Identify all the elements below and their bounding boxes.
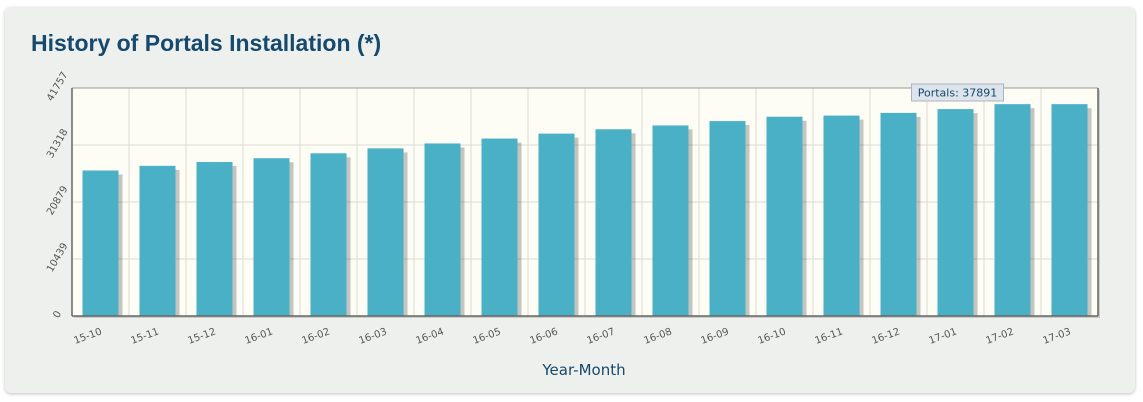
x-tick-label: 16-05 bbox=[471, 326, 502, 346]
bar bbox=[595, 129, 632, 316]
x-tick-label: 16-04 bbox=[414, 326, 445, 346]
x-tick-label: 15-10 bbox=[72, 326, 103, 346]
y-tick-label: 10439 bbox=[45, 241, 70, 274]
bar bbox=[367, 148, 404, 316]
x-tick-label: 16-02 bbox=[300, 326, 331, 346]
bar bbox=[709, 121, 746, 316]
page-title: History of Portals Installation (*) bbox=[31, 30, 382, 56]
bar bbox=[937, 109, 974, 317]
x-tick-label: 16-11 bbox=[813, 326, 844, 346]
x-tick-label: 16-07 bbox=[585, 326, 616, 346]
tooltip-box bbox=[911, 83, 1004, 102]
bar bbox=[880, 112, 917, 316]
y-tick-label: 20879 bbox=[45, 184, 70, 217]
x-tick-label: 16-06 bbox=[528, 326, 559, 346]
x-axis-label: Year-Month bbox=[541, 361, 625, 379]
x-tick-label: 17-01 bbox=[927, 326, 958, 346]
bar bbox=[652, 125, 689, 316]
x-tick-label: 16-12 bbox=[870, 326, 901, 346]
y-tick-label: 0 bbox=[51, 309, 64, 320]
x-tick-label: 17-02 bbox=[984, 326, 1015, 346]
x-tick-label: 15-12 bbox=[186, 326, 217, 346]
x-tick-label: 17-03 bbox=[1041, 326, 1072, 346]
bar bbox=[1051, 104, 1088, 317]
x-tick-label: 15-11 bbox=[129, 326, 160, 346]
x-tick-label: 16-01 bbox=[243, 326, 274, 346]
bar bbox=[538, 133, 575, 316]
bar bbox=[139, 165, 176, 316]
bar bbox=[82, 170, 119, 316]
x-tick-label: 16-09 bbox=[699, 326, 730, 346]
bar bbox=[481, 138, 518, 316]
bar bbox=[766, 116, 803, 316]
bar bbox=[253, 158, 290, 316]
bar bbox=[424, 143, 461, 316]
bar bbox=[994, 104, 1031, 317]
x-tick-label: 16-10 bbox=[756, 326, 787, 346]
bar bbox=[196, 162, 233, 316]
bar bbox=[823, 115, 860, 317]
x-tick-label: 16-08 bbox=[642, 326, 673, 346]
y-tick-label: 41757 bbox=[45, 70, 70, 103]
tooltip-text: Portals: 37891 bbox=[918, 87, 998, 100]
x-tick-label: 16-03 bbox=[357, 326, 388, 346]
y-tick-label: 31318 bbox=[45, 127, 70, 160]
bar bbox=[310, 153, 347, 316]
